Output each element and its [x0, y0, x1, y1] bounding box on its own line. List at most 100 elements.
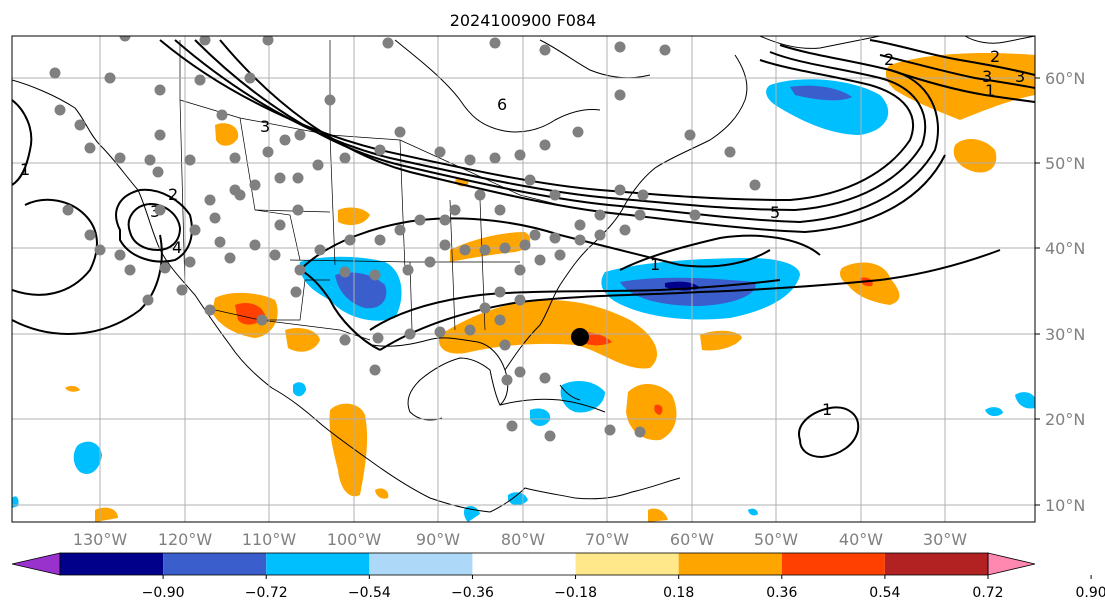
- station-dot: [224, 252, 236, 264]
- station-dot: [344, 234, 356, 246]
- station-dot: [634, 209, 646, 221]
- station-dot: [229, 152, 241, 164]
- latitude-label: 40°N: [1045, 239, 1085, 258]
- colorbar-segment: [472, 553, 576, 575]
- station-dot: [290, 286, 302, 298]
- colorbar-tick-label: −0.90: [142, 585, 185, 601]
- longitude-label: 70°W: [585, 530, 629, 549]
- station-dot: [204, 304, 216, 316]
- station-dot: [62, 204, 74, 216]
- station-dot: [499, 242, 511, 254]
- station-dot: [184, 154, 196, 166]
- station-dot: [199, 36, 211, 46]
- station-dot: [249, 239, 261, 251]
- station-dot: [279, 134, 291, 146]
- station-dot: [464, 324, 476, 336]
- station-dot: [234, 189, 246, 201]
- station-dot: [514, 366, 526, 378]
- map-area: 6 2 3 1 2 3 4 1 5 2 3 3 1 1: [12, 36, 1035, 522]
- station-dot: [544, 430, 556, 442]
- station-dot: [449, 204, 461, 216]
- station-dot: [634, 426, 646, 438]
- latitude-label: 60°N: [1045, 69, 1085, 88]
- colorbar-tick-label: 0.90: [1076, 585, 1105, 601]
- contour-label: 2: [990, 47, 1000, 66]
- station-dot: [194, 74, 206, 86]
- station-dot: [494, 204, 506, 216]
- station-dot: [479, 302, 491, 314]
- station-dot: [74, 119, 86, 131]
- station-dot: [749, 179, 761, 191]
- station-dot: [144, 154, 156, 166]
- station-dot: [529, 229, 541, 241]
- station-dot: [314, 244, 326, 256]
- station-dot: [324, 94, 336, 106]
- station-dot: [54, 104, 66, 116]
- station-dot: [594, 209, 606, 221]
- colorbar-segment: [163, 553, 267, 575]
- station-dot: [176, 284, 188, 296]
- station-dot: [312, 159, 324, 171]
- contour-label-group: 6 2 3 1 2 3 4 1 5 2 3 3 1 1: [20, 47, 1025, 419]
- contour-label: 1: [822, 400, 832, 419]
- station-dot: [104, 72, 116, 84]
- station-dot: [189, 224, 201, 236]
- station-dot: [339, 152, 351, 164]
- station-dot: [154, 129, 166, 141]
- colorbar-tick-label: 0.72: [972, 585, 1003, 601]
- station-dot: [274, 219, 286, 231]
- station-dot: [154, 204, 166, 216]
- station-dot: [269, 249, 281, 261]
- station-dot: [292, 204, 304, 216]
- longitude-label: 50°W: [754, 530, 798, 549]
- longitude-label: 30°W: [923, 530, 967, 549]
- latitude-label: 10°N: [1045, 496, 1085, 515]
- station-dot: [84, 229, 96, 241]
- graticule: [12, 36, 1035, 522]
- station-dot: [499, 339, 511, 351]
- station-dot: [574, 219, 586, 231]
- station-dot: [514, 294, 526, 306]
- station-dot: [524, 174, 536, 186]
- colorbar-extend-high: [987, 552, 1036, 576]
- longitude-label: 120°W: [158, 530, 213, 549]
- colorbar-tick-label: 0.54: [869, 585, 900, 601]
- station-dot: [574, 234, 586, 246]
- station-dot: [474, 189, 486, 201]
- station-dot: [374, 234, 386, 246]
- latitude-label: 20°N: [1045, 410, 1085, 429]
- station-dot: [216, 109, 228, 121]
- station-dot: [684, 129, 696, 141]
- station-dot: [339, 334, 351, 346]
- station-dot: [256, 314, 268, 326]
- station-dot: [249, 179, 261, 191]
- station-dot: [274, 172, 286, 184]
- station-dot: [689, 209, 701, 221]
- longitude-label: 40°W: [839, 530, 883, 549]
- colorbar-segment: [884, 553, 988, 575]
- station-dot: [439, 239, 451, 251]
- station-dot: [494, 286, 506, 298]
- station-dot: [114, 152, 126, 164]
- station-dot: [84, 142, 96, 154]
- station-dot: [49, 67, 61, 79]
- station-dot: [244, 72, 256, 84]
- station-dot: [489, 152, 501, 164]
- station-dot: [369, 364, 381, 376]
- longitude-label: 90°W: [416, 530, 460, 549]
- station-dot: [494, 314, 506, 326]
- station-dot: [539, 372, 551, 384]
- station-dot: [549, 189, 561, 201]
- station-dot: [614, 41, 626, 53]
- axis-ticks: [1035, 77, 1040, 506]
- station-dot: [382, 37, 394, 49]
- contour-label: 6: [497, 95, 507, 114]
- station-dot: [404, 328, 416, 340]
- longitude-label: 110°W: [242, 530, 297, 549]
- colorbar-outline: [59, 552, 989, 576]
- latitude-label: 50°N: [1045, 154, 1085, 173]
- station-dot: [214, 236, 226, 248]
- station-dot: [402, 264, 414, 276]
- longitude-labels: 130°W 120°W 110°W 100°W 90°W 80°W 70°W 6…: [73, 530, 967, 549]
- station-dot: [414, 214, 426, 226]
